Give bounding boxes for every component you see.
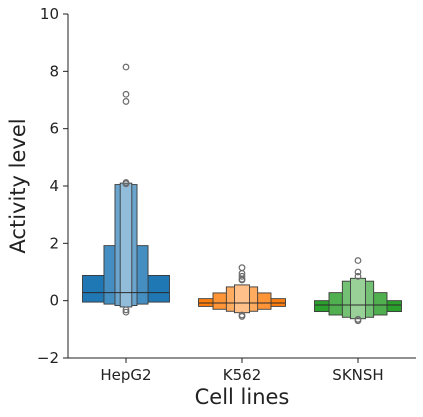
x-tick-label: HepG2 xyxy=(100,366,151,384)
boxen-level-box xyxy=(350,277,366,320)
y-tick-label: 6 xyxy=(49,120,59,138)
x-tick-label: K562 xyxy=(223,366,261,384)
y-tick-label: 8 xyxy=(49,62,59,80)
boxen-level-box xyxy=(119,182,133,308)
outlier-point xyxy=(122,90,130,98)
outlier-point xyxy=(122,98,130,105)
ticks: −2 0 2 4 6 8 10 HepG2 K562 SKNSH xyxy=(37,5,384,384)
outlier-point xyxy=(354,268,362,276)
outlier-point xyxy=(238,313,246,320)
y-tick-label: 10 xyxy=(40,5,59,23)
outlier-point xyxy=(354,317,362,325)
outlier-point xyxy=(122,63,130,71)
plot-area xyxy=(82,63,402,325)
y-tick-label: 4 xyxy=(49,177,59,195)
x-tick-label: SKNSH xyxy=(332,366,383,384)
outlier-point xyxy=(122,180,130,188)
y-axis-title: Activity level xyxy=(6,118,30,253)
outlier-point xyxy=(122,308,130,316)
outlier-point xyxy=(238,276,246,284)
boxen-hepg2 xyxy=(82,63,170,316)
outlier-point xyxy=(238,272,246,280)
outlier-point xyxy=(122,306,130,314)
boxen-sknsh xyxy=(314,257,402,325)
y-tick-label: 2 xyxy=(49,234,59,252)
outlier-point xyxy=(354,272,362,280)
x-axis-title: Cell lines xyxy=(195,385,290,409)
outlier-point xyxy=(354,257,362,264)
outlier-point xyxy=(238,264,246,272)
boxen-level-box xyxy=(234,284,250,314)
y-tick-label: −2 xyxy=(37,349,59,367)
y-tick-label: 0 xyxy=(49,292,59,310)
boxen-k562 xyxy=(198,264,286,320)
